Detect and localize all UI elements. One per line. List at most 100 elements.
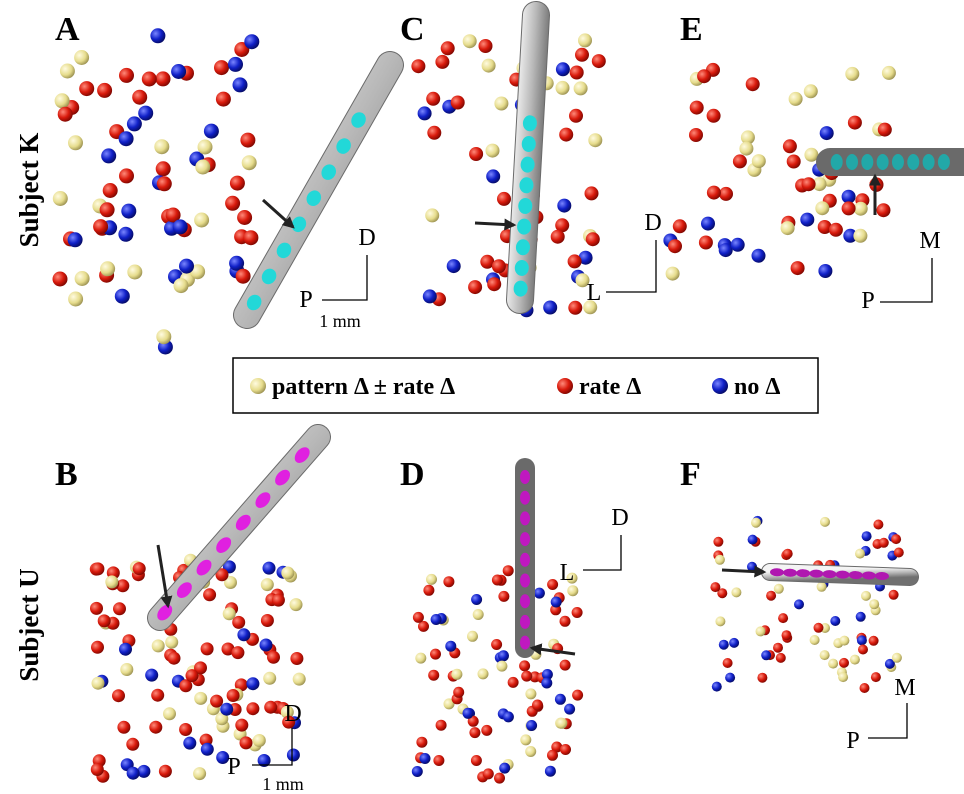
- dir-label: P: [846, 728, 859, 754]
- neuron-dot: [194, 692, 207, 705]
- contact: [877, 154, 889, 170]
- contact: [520, 636, 530, 650]
- neuron-dot: [814, 623, 824, 633]
- neuron-dot: [572, 690, 583, 701]
- neuron-dot: [820, 517, 830, 527]
- neuron-dot: [233, 77, 248, 92]
- neuron-dot: [53, 272, 68, 287]
- neuron-dot: [272, 594, 285, 607]
- neuron-dot: [800, 213, 814, 227]
- neuron-dot: [491, 639, 502, 650]
- neuron-dot: [820, 126, 834, 140]
- neuron-dot: [715, 555, 725, 565]
- neuron-dot: [471, 755, 482, 766]
- neuron-dot: [416, 737, 427, 748]
- neuron-dot: [729, 638, 739, 648]
- neuron-dot: [58, 107, 73, 122]
- neuron-dot: [873, 520, 883, 530]
- neuron-dot: [860, 683, 870, 693]
- neuron-dot: [214, 60, 229, 75]
- neuron-dot: [68, 135, 83, 150]
- neuron-dot: [707, 109, 721, 123]
- neuron-dot: [117, 721, 130, 734]
- neuron-dot: [201, 743, 214, 756]
- neuron-dot: [115, 289, 130, 304]
- neuron-dot: [719, 243, 733, 257]
- neuron-dot: [568, 254, 582, 268]
- neuron-dot: [121, 204, 136, 219]
- neuron-dot: [228, 57, 243, 72]
- neuron-dot: [575, 48, 589, 62]
- neuron-dot: [802, 177, 816, 191]
- neuron-dot: [165, 636, 178, 649]
- neuron-dot: [861, 591, 871, 601]
- contact: [520, 532, 530, 546]
- neuron-dot: [225, 196, 240, 211]
- neuron-dot: [787, 155, 801, 169]
- neuron-dot: [92, 677, 105, 690]
- dir-label: P: [299, 287, 312, 313]
- contact: [520, 470, 530, 484]
- neuron-dot: [237, 628, 250, 641]
- neuron-dot: [752, 154, 766, 168]
- neuron-dot: [240, 133, 255, 148]
- neuron-dot: [119, 168, 134, 183]
- neuron-dot: [725, 673, 735, 683]
- neuron-dot: [447, 259, 461, 273]
- neuron-dot: [127, 116, 142, 131]
- dir-label: L: [587, 280, 602, 306]
- panel-label: F: [680, 456, 701, 493]
- neuron-dot: [766, 591, 776, 601]
- neuron-dot: [179, 259, 194, 274]
- neuron-dot: [525, 746, 536, 757]
- neuron-dot: [198, 140, 213, 155]
- neuron-dot: [93, 219, 108, 234]
- neuron-dot: [854, 202, 868, 216]
- neuron-dot: [232, 616, 245, 629]
- neuron-dot: [193, 767, 206, 780]
- neuron-dot: [838, 672, 848, 682]
- neuron-dot: [138, 106, 153, 121]
- neuron-dot: [443, 576, 454, 587]
- electrodes: [154, 15, 964, 650]
- neuron-dot: [503, 711, 514, 722]
- neuron-dot: [481, 725, 492, 736]
- scale-label: 1 mm: [319, 311, 361, 331]
- legend: pattern Δ ± rate Δ rate Δ no Δ: [233, 358, 818, 413]
- neuron-dot: [290, 652, 303, 665]
- panel-label: C: [400, 11, 425, 48]
- neuron-dot: [145, 669, 158, 682]
- scale-label: 1 mm: [262, 774, 304, 794]
- contact: [892, 154, 904, 170]
- neuron-dot: [101, 148, 116, 163]
- neuron-dot: [413, 612, 424, 623]
- neuron-dot: [210, 695, 223, 708]
- neuron-dot: [668, 239, 682, 253]
- neuron-dot: [889, 590, 899, 600]
- neuron-dot: [541, 678, 552, 689]
- legend-label: pattern Δ ± rate Δ: [272, 374, 455, 400]
- neuron-dot: [55, 93, 70, 108]
- neuron-dot: [194, 213, 209, 228]
- neuron-dot: [91, 562, 104, 575]
- neuron-dot: [556, 62, 570, 76]
- neuron-dot: [789, 92, 803, 106]
- neuron-dot: [486, 144, 500, 158]
- neuron-dot: [666, 267, 680, 281]
- neuron-dot: [97, 83, 112, 98]
- neuron-dot: [697, 69, 711, 83]
- neuron-dot: [260, 639, 273, 652]
- neuron-dot: [469, 727, 480, 738]
- neuron-dot: [451, 669, 462, 680]
- neuron-dot: [839, 636, 849, 646]
- neuron-dot: [463, 34, 477, 48]
- neuron-dot: [242, 155, 257, 170]
- neuron-dot: [431, 614, 442, 625]
- neuron-dot: [91, 763, 104, 776]
- neuron-dot: [492, 259, 506, 273]
- neuron-dot: [699, 236, 713, 250]
- neuron-dot: [231, 646, 244, 659]
- neuron-dot: [853, 229, 867, 243]
- legend-label: no Δ: [734, 374, 780, 400]
- neuron-dot: [473, 609, 484, 620]
